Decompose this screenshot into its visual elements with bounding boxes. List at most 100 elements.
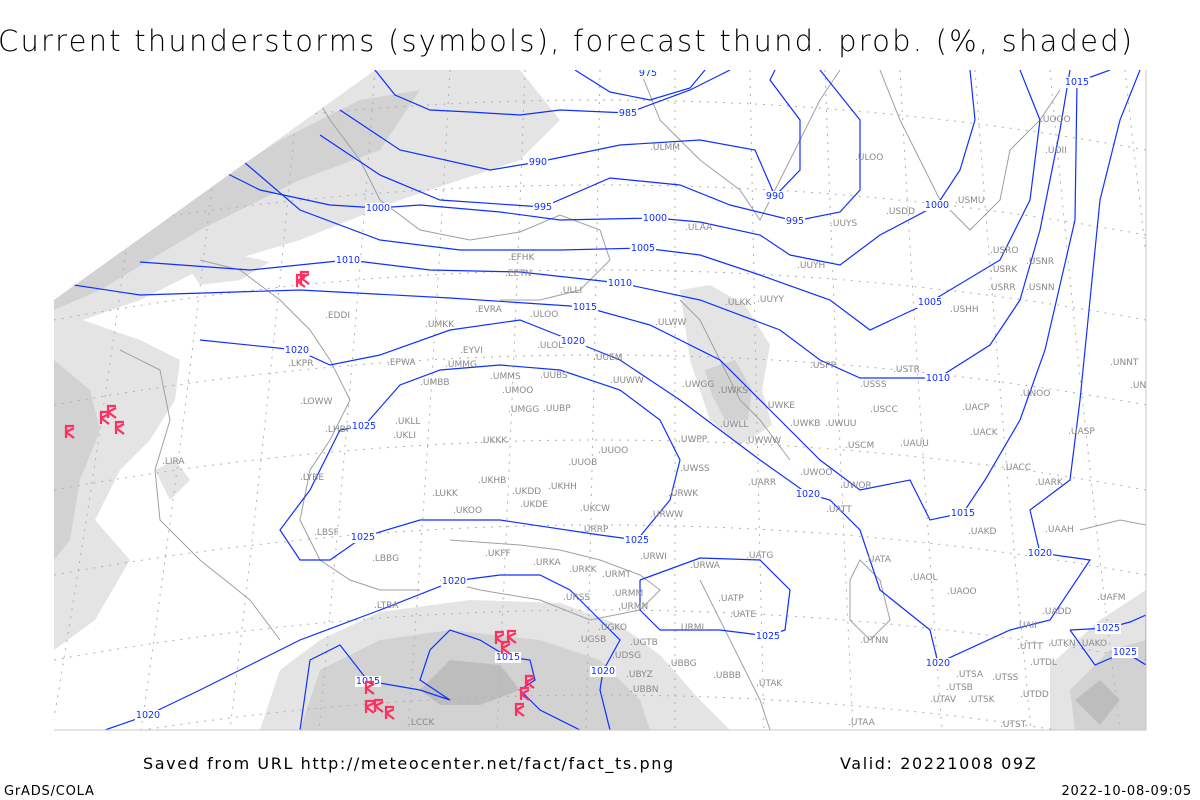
isobar-label: 975 [639,68,657,79]
meridian-line [974,70,1032,730]
isobar-label: 1005 [918,297,942,308]
thunderstorm-symbol-stroke [364,680,375,695]
station-label: .UARK [1035,478,1064,488]
station-label: .URRP [581,525,609,535]
station-label: .URKA [533,558,561,568]
isobar-label: 1020 [1028,548,1052,559]
station-label: .UTNN [860,636,888,646]
station-label: .UTAK [756,679,783,689]
thunderstorm-symbol-icon [519,686,530,701]
station-label: .UMOO [502,386,533,396]
isobar-label-bg [794,489,822,500]
isobar-1020 [104,574,621,730]
station-label: .UMGG [508,405,539,415]
station-label: .UBYZ [626,670,653,680]
isobar-label-bg [637,70,659,79]
station-label: .UUOO [598,446,628,456]
station-label: .UMBB [420,378,450,388]
isobar-label-bg [623,535,651,546]
thunderstorm-symbol-icon [506,629,517,644]
isobar-985 [374,70,731,116]
station-label: .USPP [810,361,837,371]
isobar-label-bg [617,108,639,119]
station-label: .UUBS [540,371,568,381]
station-label: .USCC [870,405,898,415]
isobar-label: 1025 [1113,647,1137,658]
coastline [679,299,791,461]
thunderstorm-symbol-icon [364,680,375,695]
station-label: .EETN [505,269,531,279]
station-label: .UACC [1003,463,1031,473]
isobar-1000 [199,70,976,266]
station-label: .URWW [650,510,683,520]
thunderstorm-symbol-stroke [364,699,375,714]
isobar-label-bg [134,710,162,721]
isobar-label-bg [1111,647,1139,658]
station-label: .USNN [1026,283,1055,293]
coastline [1079,519,1146,531]
isobar-label-bg [924,373,952,384]
station-label: .UTKN [1048,639,1076,649]
isobar-label-bg [754,631,782,642]
station-label: .ULLI [560,286,582,296]
station-label: .LIRA [162,457,185,467]
station-label: .LKPR [288,359,313,369]
station-label: .UTST [1000,720,1027,730]
isobar-label-bg [532,202,554,213]
thunderstorm-symbol-stroke [500,640,511,655]
station-label: .UWOO [800,468,833,478]
meridian-line [824,70,854,730]
station-label: .USNR [1026,257,1054,267]
station-label: .UUEM [593,353,623,363]
thunderstorm-symbol-icon [524,674,535,689]
coastline [299,70,611,301]
station-label: .EFHK [508,253,535,263]
isobar-label: 1015 [1065,77,1089,88]
station-label: .UNOO [1020,389,1050,399]
isobar-label-bg [923,200,951,211]
station-label: .UACP [962,403,990,413]
station-label: .EVRA [475,305,503,315]
isobar-label-bg [334,255,362,266]
station-label: .ULOO [855,153,883,163]
station-label: .USDD [886,207,915,217]
station-label: .UGSB [578,635,606,645]
isobar-label: 1020 [442,576,466,587]
isobar-label: 1020 [926,658,950,669]
isobar-label: 1020 [796,489,820,500]
isobar-label-bg [949,508,977,519]
coastline [699,579,771,730]
station-label: .UGKO [598,623,627,633]
station-label: .UMKK [425,320,455,330]
station-label: .ULOL [537,341,563,351]
station-label: .UKOO [453,506,482,516]
isobar-label-bg [641,213,669,224]
isobar-label: 995 [786,216,804,227]
station-label: .UARR [748,478,776,488]
coastline [849,559,891,641]
station-label: .UTSA [956,670,984,680]
station-label: .URSS [563,593,590,603]
isobar-label-bg [559,336,587,347]
isobar-label-bg [1063,77,1091,88]
station-label: .UTTT [1017,642,1043,652]
station-label: .UAFM [1097,593,1126,603]
source-url-caption: Saved from URL http://meteocenter.net/fa… [143,754,675,773]
isobar-label-bg [924,658,952,669]
station-label: .UATA [865,555,892,565]
station-label: .UWSS [680,464,710,474]
isobar-label-bg [1094,623,1122,634]
station-label: .URKK [569,565,598,575]
station-label: .UKDD [512,487,541,497]
isobar-1005 [229,70,1041,331]
station-label: .URWK [668,489,699,499]
station-label: .UATE [730,610,756,620]
isobar-label: 985 [619,108,637,119]
isobar-label: 1000 [925,200,949,211]
station-label: .UAAH [1045,525,1074,535]
thunderstorm-symbol-stroke [384,705,395,720]
station-label: .UUYS [830,219,858,229]
shaded-area [1075,680,1120,725]
coastline [639,70,841,221]
isobar-1015 [299,629,581,730]
